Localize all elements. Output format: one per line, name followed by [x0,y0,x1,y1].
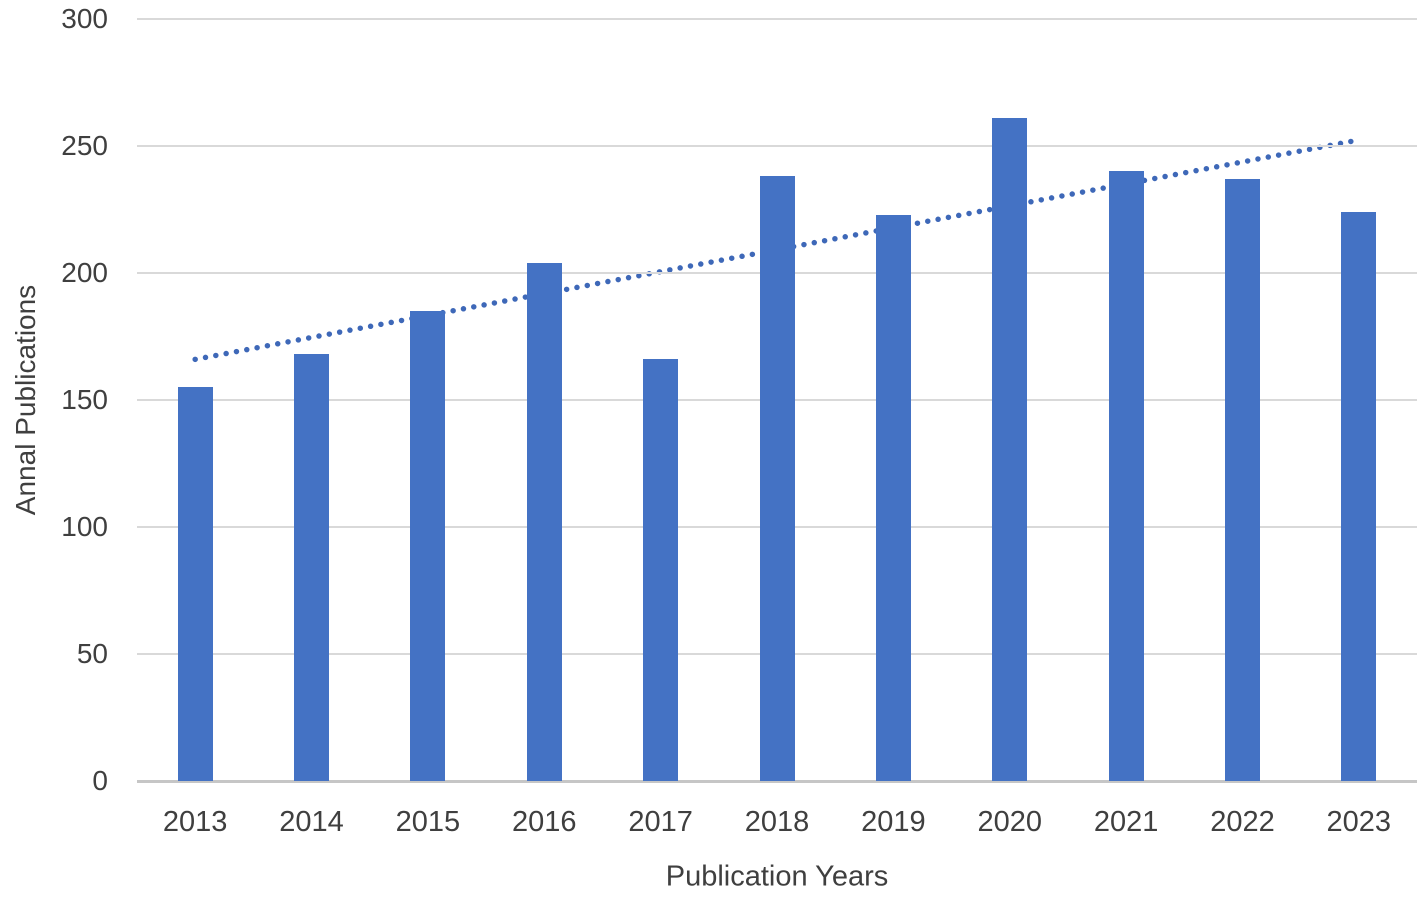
bar-2017 [643,359,679,781]
x-tick-label: 2013 [162,806,228,838]
gridline [137,18,1417,20]
x-tick-label: 2021 [1093,806,1159,838]
x-tick-label: 2018 [744,806,810,838]
x-tick-label: 2016 [512,806,577,838]
y-tick-label: 0 [92,765,108,796]
x-tick-label: 2022 [1210,806,1275,838]
bar-2022 [1224,179,1260,781]
bar-2020 [992,118,1028,781]
x-tick-label: 2023 [1326,806,1392,838]
x-axis-line [137,780,1417,783]
bar-2021 [1108,171,1144,781]
x-tick-label: 2014 [279,806,344,838]
gridline [137,145,1417,147]
bar-2016 [526,262,562,781]
bar-2013 [177,387,213,781]
y-tick-label: 200 [61,257,108,288]
x-tick-label: 2017 [628,806,693,838]
bar-2019 [875,214,911,781]
bar-2015 [410,311,446,781]
y-tick-label: 150 [61,384,108,415]
bar-2014 [294,354,330,781]
y-tick-label: 250 [61,130,108,161]
bar-2018 [759,176,795,781]
y-tick-label: 100 [61,511,108,542]
y-tick-label: 300 [61,3,108,34]
x-tick-label: 2019 [861,806,926,838]
y-tick-label: 50 [76,638,108,669]
bar-2023 [1341,212,1377,781]
x-axis-title: Publication Years [665,860,889,893]
x-tick-label: 2015 [395,806,461,838]
x-tick-label: 2020 [977,806,1042,838]
